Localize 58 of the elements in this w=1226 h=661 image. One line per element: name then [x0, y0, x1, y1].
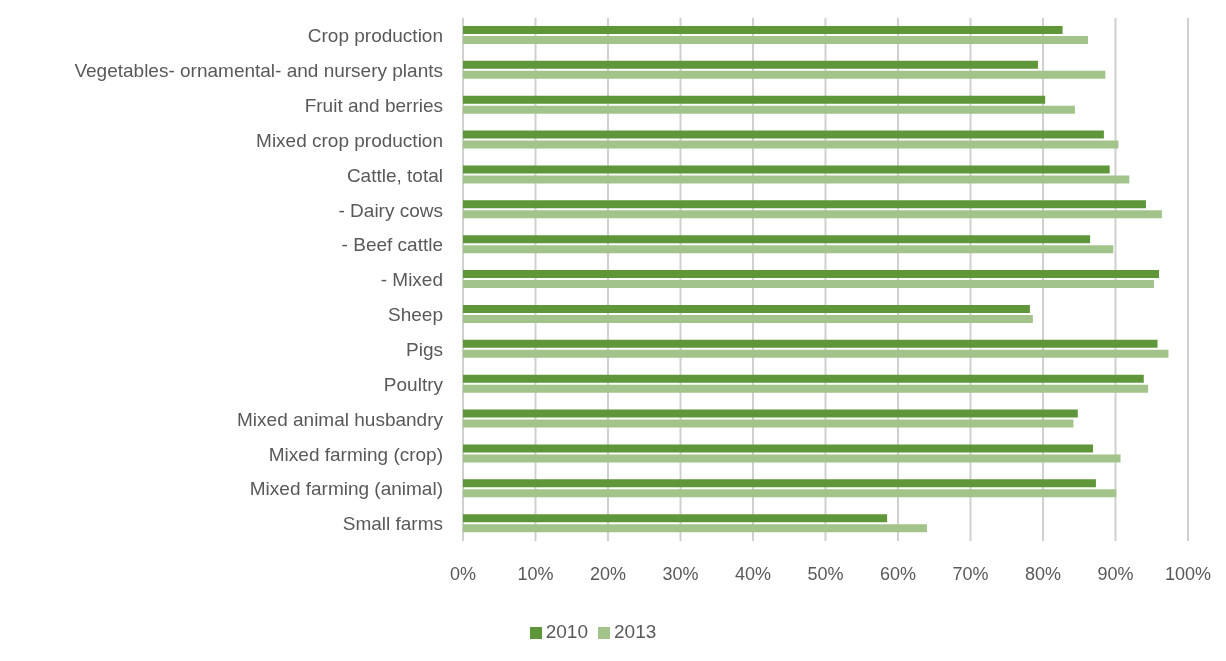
bar: [463, 95, 1046, 104]
x-tick-label: 40%: [734, 563, 772, 584]
bar: [463, 140, 1119, 149]
bar: [463, 235, 1091, 244]
y-tick-label: - Dairy cows: [338, 199, 443, 221]
y-tick-label: Mixed animal husbandry: [237, 408, 444, 430]
bar: [463, 270, 1159, 279]
bar: [463, 130, 1104, 139]
x-tick-label: 50%: [807, 563, 844, 584]
legend-label: 2013: [614, 621, 657, 642]
x-tick-label: 70%: [952, 563, 989, 584]
bar: [463, 349, 1169, 358]
bar: [463, 70, 1106, 79]
y-tick-label: Mixed farming (crop): [268, 443, 443, 465]
bar: [463, 210, 1162, 219]
bar: [463, 454, 1121, 463]
bar: [463, 60, 1038, 69]
x-tick-label: 90%: [1097, 563, 1134, 584]
bar: [463, 26, 1063, 34]
x-tick-label: 30%: [662, 563, 699, 584]
bar: [463, 36, 1088, 44]
y-tick-label: Fruit and berries: [304, 94, 443, 116]
bar: [463, 444, 1094, 453]
bar: [463, 489, 1117, 498]
x-tick-label: 10%: [517, 563, 554, 584]
y-tick-label: - Beef cattle: [341, 234, 443, 256]
y-tick-label: Small farms: [342, 513, 443, 535]
bar: [463, 245, 1114, 254]
bar: [463, 514, 888, 523]
bar: [463, 304, 1030, 313]
bar: [463, 384, 1149, 393]
bar: [463, 200, 1146, 209]
y-tick-label: Pigs: [406, 338, 443, 360]
bar: [463, 314, 1033, 323]
bar: [463, 409, 1078, 418]
bar: [463, 165, 1110, 174]
y-tick-label: Vegetables- ornamental- and nursery plants: [74, 60, 443, 82]
bar: [463, 524, 927, 533]
y-tick-label: Mixed farming (animal): [249, 478, 443, 500]
bar: [463, 105, 1075, 114]
bar: [463, 479, 1096, 488]
x-tick-label: 20%: [589, 563, 627, 584]
legend-label: 2010: [545, 621, 588, 642]
y-tick-label: Mixed crop production: [256, 129, 443, 151]
y-tick-label: Sheep: [388, 304, 443, 326]
y-tick-label: - Mixed: [380, 269, 443, 291]
y-tick-label: Crop production: [307, 25, 443, 47]
y-tick-label: Cattle, total: [346, 164, 443, 186]
bar: [463, 280, 1154, 289]
y-tick-label: Poultry: [383, 373, 444, 395]
bar: [463, 419, 1074, 428]
x-tick-label: 60%: [879, 563, 917, 584]
bar: [463, 339, 1158, 348]
x-tick-label: 100%: [1164, 563, 1212, 584]
x-tick-label: 0%: [449, 563, 477, 584]
bar: [463, 175, 1130, 184]
x-tick-label: 80%: [1024, 563, 1062, 584]
bar: [463, 374, 1144, 383]
